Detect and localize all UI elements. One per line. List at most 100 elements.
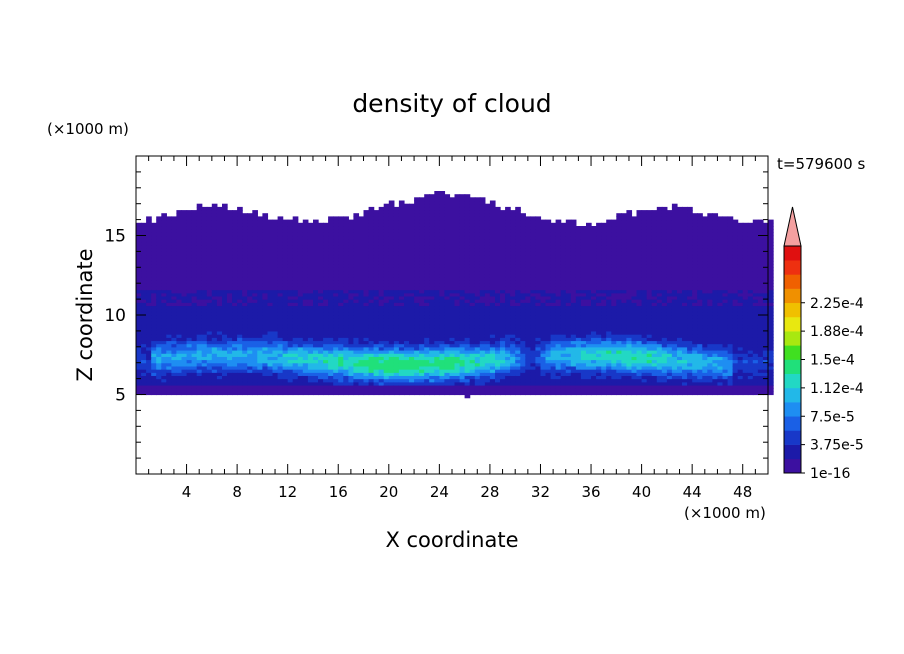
density-cell [166, 295, 172, 300]
density-cell [262, 273, 269, 278]
density-cell [444, 248, 451, 252]
density-cell [434, 391, 440, 396]
density-cell [222, 359, 228, 364]
density-cell [393, 385, 400, 389]
density-cell [328, 350, 334, 354]
density-cell [191, 289, 198, 294]
density-cell [424, 248, 430, 252]
density-cell [404, 241, 410, 246]
density-cell [409, 270, 415, 275]
density-cell [383, 203, 390, 208]
density-cell [161, 362, 167, 367]
density-cell [302, 241, 309, 246]
density-cell [358, 340, 365, 345]
density-cell [196, 330, 203, 335]
density-cell [232, 219, 238, 224]
density-cell [515, 226, 521, 230]
density-cell [363, 219, 370, 224]
density-cell [540, 219, 547, 224]
density-cell [186, 210, 193, 214]
density-cell [530, 381, 537, 386]
density-cell [282, 334, 289, 338]
density-cell [328, 324, 334, 329]
density-cell [206, 273, 213, 278]
density-cell [500, 381, 506, 386]
density-cell [378, 381, 385, 386]
density-cell [222, 216, 228, 221]
density-cell [232, 343, 238, 348]
density-cell [196, 260, 203, 265]
density-cell [216, 365, 223, 370]
density-cell [333, 295, 339, 300]
density-cell [272, 270, 279, 275]
density-cell [323, 378, 329, 383]
density-cell [292, 391, 299, 396]
density-cell [333, 264, 339, 268]
density-cell [338, 289, 344, 294]
density-cell [378, 340, 385, 345]
density-cell [358, 391, 365, 396]
density-cell [449, 308, 456, 313]
density-cell [313, 356, 319, 361]
density-cell [186, 305, 193, 310]
density-cell [353, 350, 360, 354]
density-cell [313, 362, 319, 367]
density-cell [510, 311, 516, 316]
density-cell [176, 286, 183, 291]
density-cell [262, 330, 269, 335]
density-cell [414, 353, 420, 357]
density-cell [176, 311, 183, 316]
density-cell [454, 273, 461, 278]
density-cell [272, 257, 279, 262]
density-cell [267, 270, 274, 275]
density-cell [353, 232, 360, 237]
density-cell [343, 299, 349, 303]
density-cell [565, 295, 572, 300]
density-cell [378, 334, 385, 338]
density-cell [181, 273, 188, 278]
density-cell [398, 292, 405, 297]
density-cell [535, 299, 542, 303]
density-cell [525, 295, 531, 300]
density-cell [343, 245, 349, 249]
density-cell [136, 251, 142, 256]
density-cell [505, 238, 511, 243]
density-cell [151, 229, 157, 233]
density-cell [434, 311, 440, 316]
density-cell [560, 222, 567, 227]
density-cell [525, 267, 531, 272]
density-cell [393, 318, 400, 322]
density-cell [404, 330, 410, 335]
density-cell [550, 356, 557, 361]
density-cell [358, 337, 365, 342]
density-cell [393, 311, 400, 316]
density-cell [535, 308, 542, 313]
density-cell [307, 334, 314, 338]
density-cell [242, 270, 248, 275]
density-cell [489, 369, 496, 373]
density-cell [171, 318, 178, 322]
density-cell [302, 251, 309, 256]
density-cell [206, 257, 213, 262]
density-cell [186, 372, 193, 376]
density-cell [201, 273, 208, 278]
density-cell [565, 346, 572, 351]
density-cell [338, 321, 344, 326]
density-cell [358, 257, 365, 262]
density-cell [444, 343, 451, 348]
density-cell [414, 245, 420, 249]
density-cell [500, 226, 506, 230]
density-cell [515, 273, 521, 278]
density-cell [181, 270, 188, 275]
density-cell [358, 385, 365, 389]
density-cell [141, 292, 147, 297]
density-cell [323, 235, 329, 240]
density-cell [242, 318, 248, 322]
density-cell [535, 245, 542, 249]
density-cell [535, 330, 542, 335]
density-cell [257, 359, 263, 364]
density-cell [282, 350, 289, 354]
density-cell [156, 280, 162, 284]
density-cell [297, 350, 304, 354]
density-cell [196, 388, 203, 392]
